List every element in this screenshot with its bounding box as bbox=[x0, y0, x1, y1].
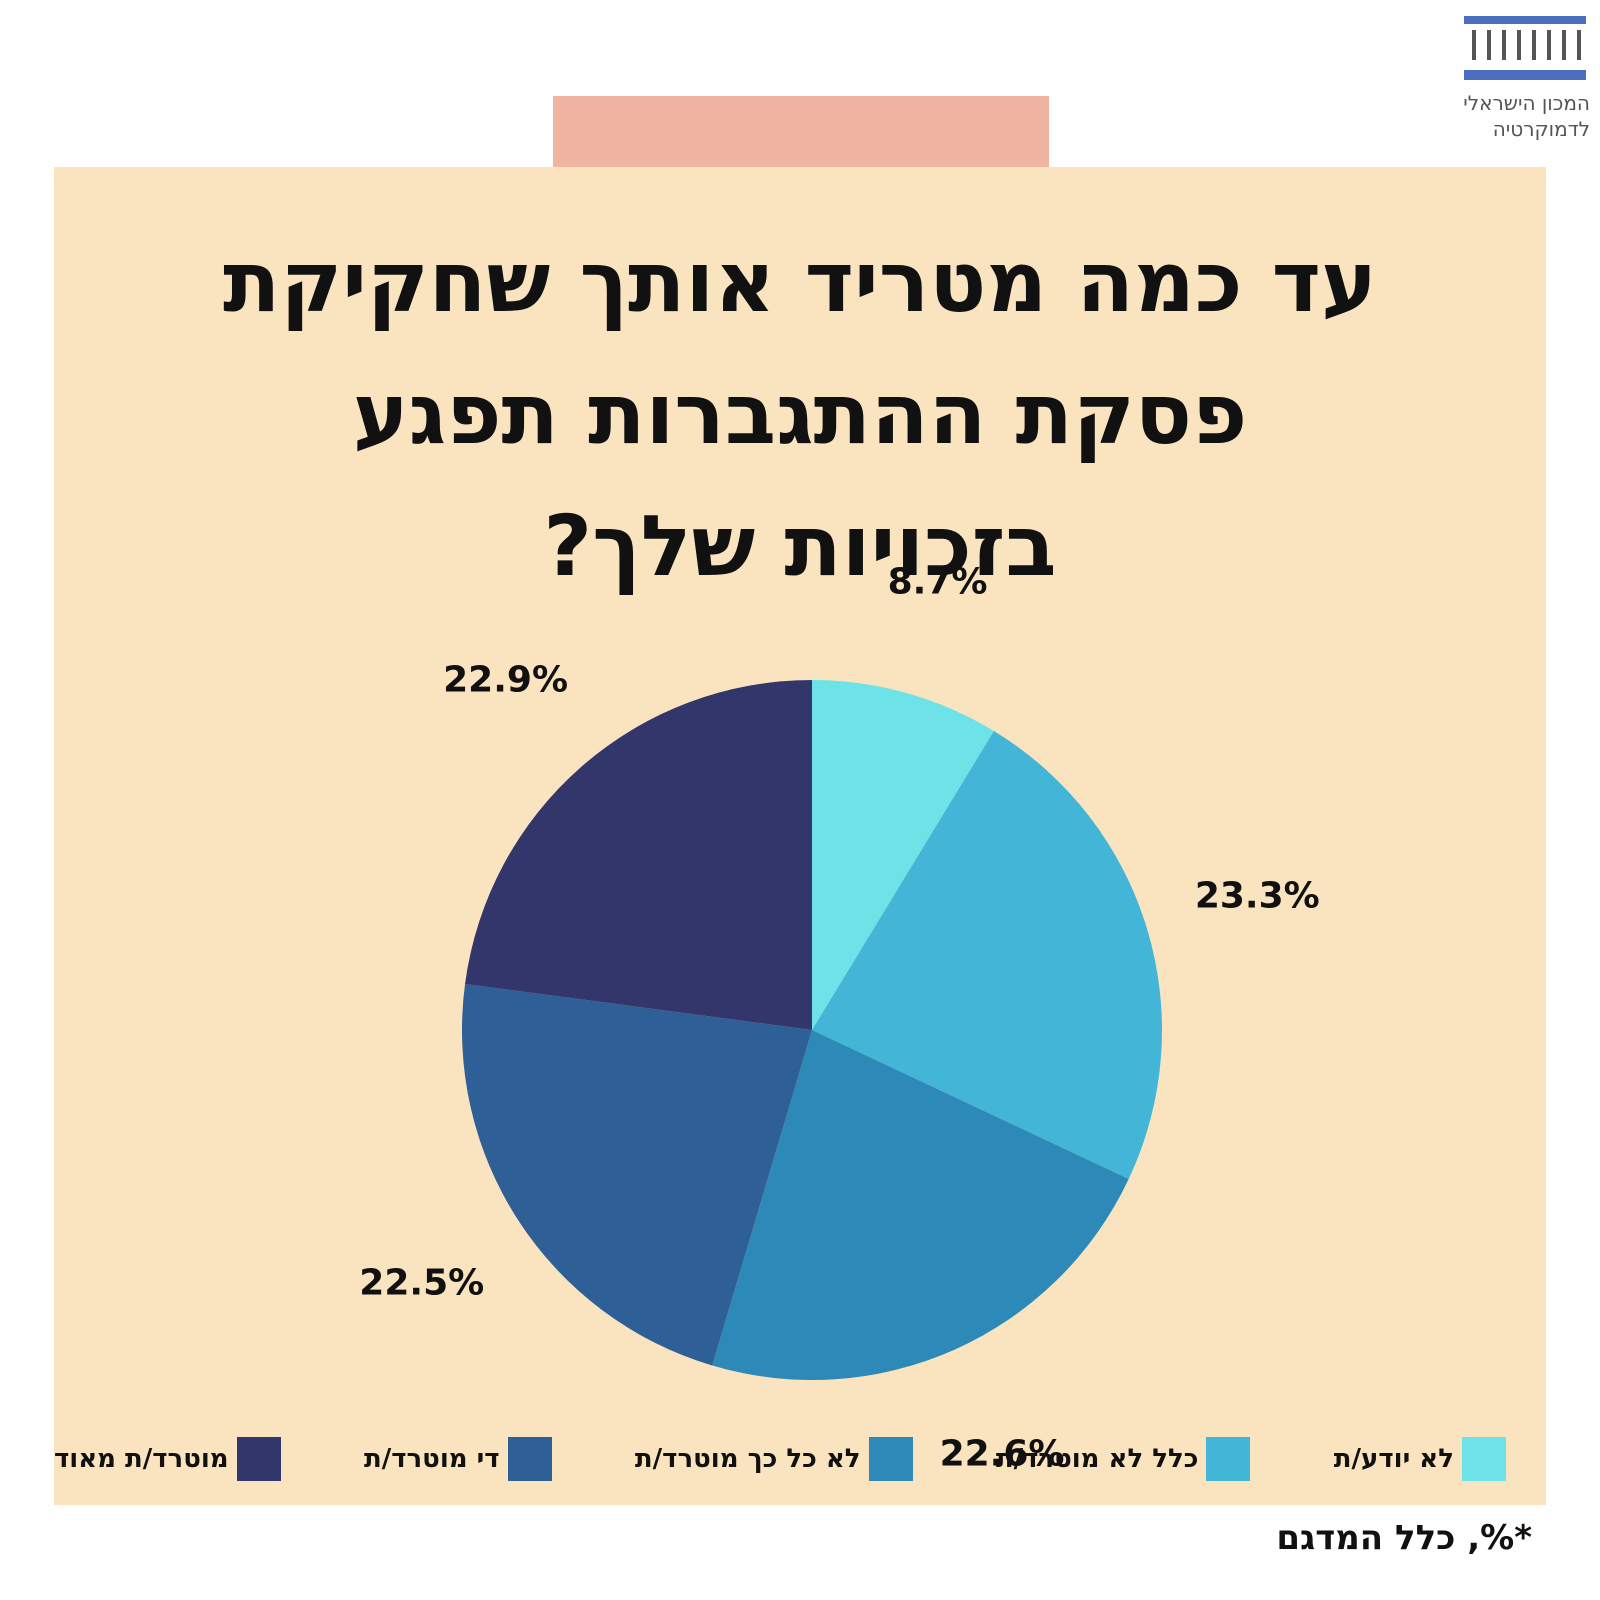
slice-value-label-4: 22.5% bbox=[359, 1262, 485, 1304]
legend-label: מוטרד/ת מאוד bbox=[54, 1444, 229, 1474]
legend-item-very: מוטרד/ת מאוד bbox=[54, 1437, 281, 1481]
legend-item-fairly: די מוטרד/ת bbox=[364, 1437, 552, 1481]
slice-value-label-1: 8.7% bbox=[887, 561, 988, 603]
logo-name-line1: המכון הישראלי bbox=[1463, 91, 1590, 115]
legend-item-dont-know: לא יודע/ת bbox=[1334, 1437, 1506, 1481]
logo: המכון הישראלי לדמוקרטיה bbox=[1460, 14, 1590, 141]
legend-swatch bbox=[1206, 1437, 1251, 1481]
legend-label: לא יודע/ת bbox=[1333, 1444, 1454, 1474]
pie-slice-1 bbox=[812, 680, 994, 1030]
slice-value-label-3: 22.6% bbox=[939, 1433, 1065, 1475]
legend-swatch bbox=[1461, 1437, 1506, 1481]
pie-slice-3 bbox=[712, 1030, 1129, 1381]
slice-value-label-2: 23.3% bbox=[1194, 875, 1320, 917]
pie-slice-2 bbox=[812, 731, 1162, 1180]
legend-swatch bbox=[236, 1437, 281, 1481]
legend-swatch bbox=[507, 1437, 552, 1481]
legend-label: לא כל כך מוטרד/ת bbox=[634, 1444, 861, 1474]
logo-text: המכון הישראלי לדמוקרטיה bbox=[1450, 90, 1590, 142]
legend: לא יודע/ת כלל לא מוטרד/ת לא כל כך מוטרד/… bbox=[54, 1432, 1506, 1486]
pie-slice-5 bbox=[465, 680, 812, 1030]
chart-title: עד כמה מטריד אותך שחקיקת פסקת ההתגברות ת… bbox=[54, 216, 1546, 612]
legend-label: כלל לא מוטרד/ת bbox=[995, 1444, 1199, 1474]
title-line-3: בזכויות שלך? bbox=[543, 497, 1057, 595]
columns-building-icon bbox=[1464, 16, 1586, 80]
title-line-2: פסקת ההתגברות תפגע bbox=[352, 365, 1248, 463]
slice-value-label-5: 22.9% bbox=[443, 659, 569, 701]
legend-label: די מוטרד/ת bbox=[363, 1444, 500, 1474]
accent-tab bbox=[553, 96, 1049, 167]
legend-item-not-at-all: כלל לא מוטרד/ת bbox=[996, 1437, 1251, 1481]
title-line-1: עד כמה מטריד אותך שחקיקת bbox=[222, 233, 1377, 331]
pie-slice-4 bbox=[461, 983, 812, 1366]
logo-name-line2: לדמוקרטיה bbox=[1492, 117, 1590, 141]
legend-swatch bbox=[868, 1437, 913, 1481]
legend-item-not-so: לא כל כך מוטרד/ת bbox=[635, 1437, 913, 1481]
footnote: *%, כלל המדגם bbox=[1276, 1518, 1532, 1558]
